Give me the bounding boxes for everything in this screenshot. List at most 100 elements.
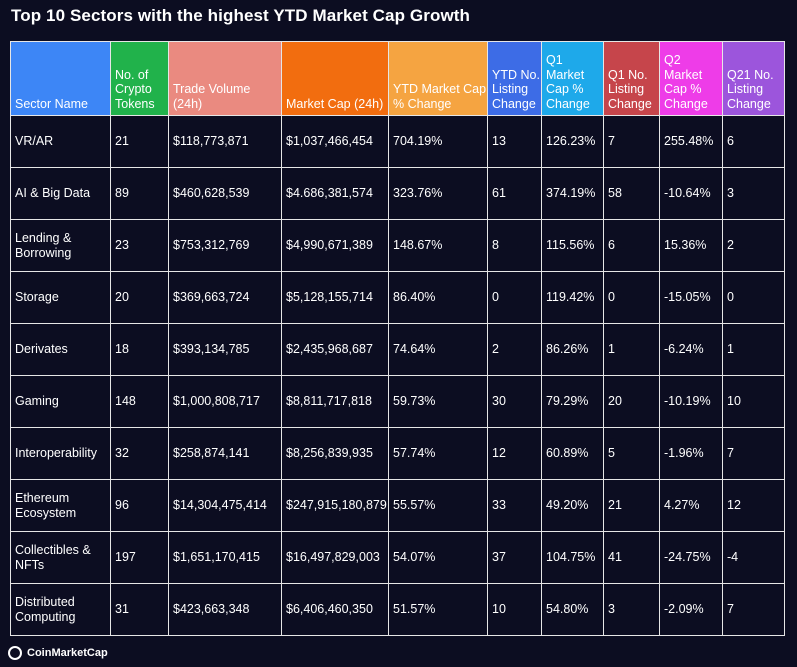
column-header: Q21 No. Listing Change: [722, 41, 785, 116]
table-cell: 119.42%: [541, 271, 604, 324]
column-header-label: No. of Crypto Tokens: [115, 67, 155, 111]
table-cell: 59.73%: [388, 375, 488, 428]
column-header-label: Market Cap (24h): [286, 96, 384, 111]
coinmarketcap-logo-icon: [8, 646, 22, 660]
table-cell: $14,304,475,414: [168, 479, 282, 532]
table-cell: 6: [603, 219, 660, 272]
table-cell: $6,406,460,350: [281, 583, 389, 636]
table-cell: 18: [110, 323, 169, 376]
table-cell: 55.57%: [388, 479, 488, 532]
table-cell: 33: [487, 479, 542, 532]
table-cell: $4.686,381,574: [281, 167, 389, 220]
column-header-label: Q2 Market Cap % Change: [664, 53, 708, 111]
table-row: VR/AR 21 $118,773,871 $1,037,466,454 704.19%…: [10, 115, 785, 168]
sector-table: Sector Name No. of Crypto Tokens Trade Vol…: [10, 41, 785, 636]
table-row: Ethereum Ecosystem 96 $14,304,475,414 $247,…: [10, 479, 785, 532]
column-header: Q1 Market Cap % Change: [541, 41, 604, 116]
sector-name-cell: Lending & Borrowing: [10, 219, 111, 272]
table-cell: $258,874,141: [168, 427, 282, 480]
column-header-label: Q1 No. Listing Change: [608, 67, 652, 111]
table-cell: -6.24%: [659, 323, 723, 376]
table-cell: -24.75%: [659, 531, 723, 584]
column-header: YTD Market Cap % Change: [388, 41, 488, 116]
table-cell: 57.74%: [388, 427, 488, 480]
table-cell: 2: [722, 219, 785, 272]
table-cell: 74.64%: [388, 323, 488, 376]
table-cell: 32: [110, 427, 169, 480]
table-row: Collectibles & NFTs 197 $1,651,170,415 $16,…: [10, 531, 785, 584]
table-cell: 89: [110, 167, 169, 220]
table-cell: 3: [722, 167, 785, 220]
table-cell: 374.19%: [541, 167, 604, 220]
table-cell: 4.27%: [659, 479, 723, 532]
column-header: Market Cap (24h): [281, 41, 389, 116]
table-cell: $4,990,671,389: [281, 219, 389, 272]
column-header: Sector Name: [10, 41, 111, 116]
table-cell: 10: [487, 583, 542, 636]
column-header-label: Sector Name: [15, 96, 88, 111]
table-cell: $16,497,829,003: [281, 531, 389, 584]
table-cell: 704.19%: [388, 115, 488, 168]
table-cell: 115.56%: [541, 219, 604, 272]
chart-title: Top 10 Sectors with the highest YTD Mark…: [11, 6, 471, 25]
table-cell: 60.89%: [541, 427, 604, 480]
sector-name-cell: Interoperability: [10, 427, 111, 480]
table-cell: $1,651,170,415: [168, 531, 282, 584]
table-cell: 1: [603, 323, 660, 376]
table-cell: 13: [487, 115, 542, 168]
table-cell: 3: [603, 583, 660, 636]
table-cell: 20: [603, 375, 660, 428]
table-cell: $1,037,466,454: [281, 115, 389, 168]
table-cell: -10.19%: [659, 375, 723, 428]
sector-name-cell: VR/AR: [10, 115, 111, 168]
column-header: YTD No. Listing Change: [487, 41, 542, 116]
table-cell: 148.67%: [388, 219, 488, 272]
table-cell: 1: [722, 323, 785, 376]
coinmarketcap-logo: CoinMarketCap: [8, 646, 108, 660]
table-row: Gaming 148 $1,000,808,717 $8,811,717,818 59.…: [10, 375, 785, 428]
sector-name-cell: Derivates: [10, 323, 111, 376]
table-cell: $118,773,871: [168, 115, 282, 168]
table-cell: 126.23%: [541, 115, 604, 168]
table-cell: 7: [722, 427, 785, 480]
table-cell: -2.09%: [659, 583, 723, 636]
table-cell: 79.29%: [541, 375, 604, 428]
sector-name-cell: AI & Big Data: [10, 167, 111, 220]
table-cell: $2,435,968,687: [281, 323, 389, 376]
table-cell: 6: [722, 115, 785, 168]
table-cell: $393,134,785: [168, 323, 282, 376]
table-cell: 21: [110, 115, 169, 168]
table-cell: 148: [110, 375, 169, 428]
table-cell: 86.26%: [541, 323, 604, 376]
table-cell: 255.48%: [659, 115, 723, 168]
header-row: Sector Name No. of Crypto Tokens Trade Vol…: [10, 41, 785, 116]
table-cell: 21: [603, 479, 660, 532]
table-cell: 49.20%: [541, 479, 604, 532]
table-row: Lending & Borrowing 23 $753,312,769 $4,990,…: [10, 219, 785, 272]
table-cell: $5,128,155,714: [281, 271, 389, 324]
table-cell: 104.75%: [541, 531, 604, 584]
table-cell: 51.57%: [388, 583, 488, 636]
table-cell: 96: [110, 479, 169, 532]
table-cell: 31: [110, 583, 169, 636]
column-header: Q1 No. Listing Change: [603, 41, 660, 116]
table-cell: 54.07%: [388, 531, 488, 584]
sector-name-cell: Ethereum Ecosystem: [10, 479, 111, 532]
table-cell: 37: [487, 531, 542, 584]
column-header-label: Q1 Market Cap % Change: [546, 53, 590, 111]
table-cell: $1,000,808,717: [168, 375, 282, 428]
table-cell: 86.40%: [388, 271, 488, 324]
table-cell: $247,915,180,879: [281, 479, 389, 532]
brand-name: CoinMarketCap: [27, 647, 108, 659]
table-cell: -1.96%: [659, 427, 723, 480]
column-header: No. of Crypto Tokens: [110, 41, 169, 116]
sector-name-cell: Collectibles & NFTs: [10, 531, 111, 584]
table-row: AI & Big Data 89 $460,628,539 $4.686,381,57…: [10, 167, 785, 220]
table-cell: 15.36%: [659, 219, 723, 272]
table-cell: 58: [603, 167, 660, 220]
sector-name-cell: Storage: [10, 271, 111, 324]
table-cell: 323.76%: [388, 167, 488, 220]
table-cell: 5: [603, 427, 660, 480]
table-row: Distributed Computing 31 $423,663,348 $6,40…: [10, 583, 785, 636]
column-header: Q2 Market Cap % Change: [659, 41, 723, 116]
